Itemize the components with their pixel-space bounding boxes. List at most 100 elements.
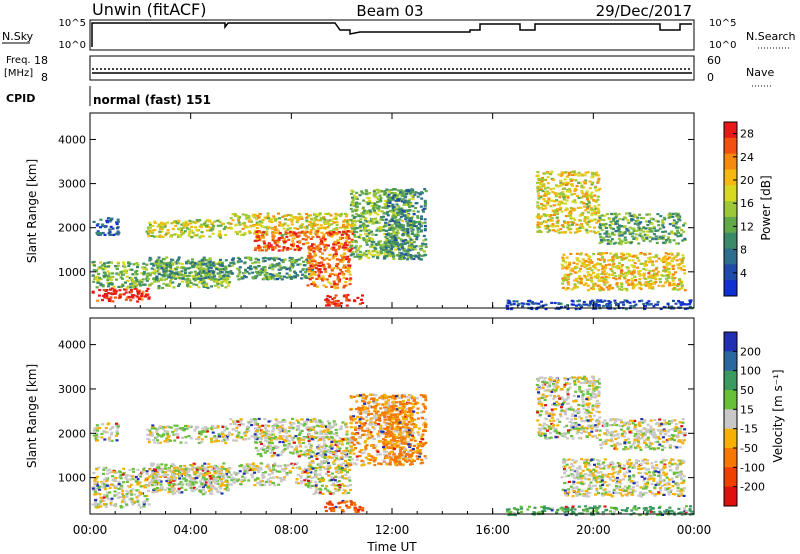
- power-cell: [407, 209, 411, 212]
- power-cell: [241, 213, 245, 216]
- power-cell: [309, 221, 312, 224]
- power-cell: [337, 304, 341, 307]
- power-cell: [317, 248, 320, 251]
- power-cell: [100, 223, 104, 226]
- power-cell: [618, 230, 622, 233]
- power-cell: [599, 238, 603, 241]
- power-cell: [158, 230, 162, 233]
- power-cell: [164, 262, 168, 265]
- power-cell: [355, 201, 359, 204]
- velocity-cell: [181, 477, 185, 480]
- velocity-cell: [285, 464, 289, 467]
- velocity-cell: [305, 467, 309, 471]
- power-cell: [566, 281, 570, 284]
- power-cell: [372, 207, 375, 210]
- power-cell: [614, 214, 618, 217]
- power-cell: [412, 241, 416, 244]
- power-cell: [273, 228, 277, 231]
- velocity-cell: [139, 506, 143, 509]
- power-cell: [145, 275, 149, 278]
- velocity-cell: [234, 478, 238, 481]
- power-cell: [677, 283, 681, 286]
- power-cell: [407, 200, 411, 203]
- power-cell: [365, 193, 369, 196]
- power-cell: [613, 307, 617, 310]
- power-cell: [131, 279, 135, 283]
- power-colorbar-swatch: [724, 201, 737, 218]
- power-cell: [194, 221, 198, 224]
- power-cell: [237, 217, 241, 220]
- power-cell: [103, 272, 107, 275]
- power-cell: [190, 225, 193, 228]
- power-cell: [105, 219, 109, 222]
- power-cell: [263, 246, 267, 249]
- power-cell: [169, 276, 173, 279]
- velocity-cell: [229, 483, 233, 486]
- power-cell: [376, 227, 380, 230]
- power-cell: [573, 231, 577, 234]
- power-cell: [584, 209, 588, 212]
- power-cell: [108, 217, 112, 220]
- power-cell: [121, 273, 125, 276]
- power-cell: [654, 278, 658, 281]
- power-cell: [345, 277, 349, 280]
- power-cell: [648, 213, 652, 216]
- power-cell: [293, 217, 297, 220]
- power-cell: [399, 191, 402, 194]
- power-cell: [590, 213, 594, 217]
- power-cell: [289, 217, 293, 221]
- power-cell: [688, 303, 691, 306]
- velocity-cell: [221, 473, 225, 476]
- power-cell: [635, 283, 639, 286]
- velocity-cell: [106, 497, 110, 500]
- velocity-cell: [268, 483, 272, 486]
- power-cell: [107, 282, 111, 286]
- power-y-tick-label: 4000: [58, 133, 86, 146]
- power-cell: [652, 233, 656, 236]
- power-cell: [334, 294, 338, 297]
- power-cell: [549, 188, 553, 191]
- power-cell: [332, 248, 336, 251]
- power-cell: [632, 229, 636, 232]
- power-cell: [580, 185, 584, 188]
- station-title: Unwin (fitACF): [92, 0, 206, 19]
- power-cell: [344, 240, 348, 243]
- power-cell: [622, 257, 626, 260]
- velocity-cell: [99, 500, 103, 503]
- power-cell: [385, 221, 389, 225]
- power-cell: [222, 274, 226, 277]
- power-cell: [360, 190, 364, 193]
- power-cell: [153, 280, 157, 283]
- power-cell: [311, 258, 315, 262]
- power-colorbar-swatch: [724, 122, 737, 139]
- power-cell: [284, 230, 288, 233]
- power-cell: [162, 265, 166, 268]
- power-cell: [561, 256, 565, 259]
- power-cell: [617, 237, 621, 240]
- power-cell: [368, 192, 372, 195]
- power-cell: [179, 231, 183, 234]
- power-cell: [652, 305, 656, 308]
- power-cell: [296, 227, 300, 230]
- power-cell: [636, 256, 639, 260]
- power-cell: [616, 229, 620, 232]
- power-cell: [382, 229, 386, 232]
- power-cell: [594, 307, 598, 310]
- power-cell: [194, 272, 198, 275]
- velocity-cell: [180, 486, 184, 489]
- power-cell: [188, 219, 192, 222]
- power-cell: [408, 244, 411, 247]
- power-cell: [406, 252, 410, 255]
- power-cell: [114, 292, 118, 295]
- power-cell: [389, 255, 393, 258]
- velocity-cell: [130, 500, 134, 503]
- power-cell: [176, 273, 180, 276]
- power-cell: [559, 302, 563, 305]
- power-cell: [678, 278, 682, 281]
- power-cell: [607, 288, 611, 291]
- power-cell: [401, 200, 404, 203]
- power-cell: [347, 241, 351, 244]
- power-cell: [297, 234, 301, 237]
- power-cell: [411, 248, 415, 251]
- power-cell: [409, 203, 413, 206]
